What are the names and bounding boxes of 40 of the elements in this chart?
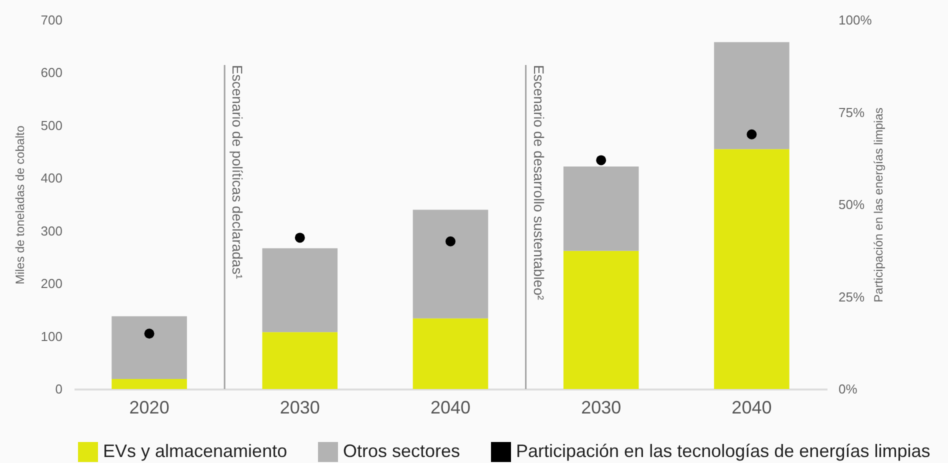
y2-tick-label: 50%	[838, 197, 865, 212]
point	[144, 328, 154, 339]
bar	[563, 166, 639, 251]
annotation: Escenario de desarrollo sustentableo²	[530, 65, 547, 300]
y2-tick-label: 100%	[838, 12, 872, 28]
bar	[112, 316, 187, 379]
y-tick-label: 700	[40, 12, 62, 28]
point	[294, 232, 305, 243]
point	[746, 129, 757, 140]
bar	[563, 250, 639, 389]
y-tick-label: 0	[55, 382, 62, 396]
y-tick-label: 500	[40, 118, 62, 133]
bar	[412, 210, 488, 318]
annotation: Escenario de políticas declaradas¹	[230, 65, 246, 280]
y2-tick-label: 0%	[838, 382, 858, 396]
bar	[714, 149, 790, 389]
bar	[714, 42, 790, 150]
legend-label: Otros sectores	[343, 441, 460, 461]
legend-label: Participación en las tecnologías de energías limpias	[516, 441, 930, 461]
y-tick-label: 400	[40, 170, 62, 186]
x-tick-label: 2030	[280, 398, 320, 418]
point	[596, 155, 606, 166]
x-tick-label: 2040	[732, 398, 772, 418]
bar	[412, 318, 488, 389]
y2-axis-title: Participación en las energías limpias	[872, 108, 886, 302]
y-axis-title: Miles de toneladas de cobalto	[12, 125, 27, 284]
y2-tick-label: 75%	[838, 104, 865, 120]
y-tick-label: 200	[40, 276, 62, 292]
y-tick-label: 600	[40, 65, 62, 80]
x-tick-label: 2030	[581, 398, 622, 418]
bar	[262, 248, 338, 332]
point	[446, 236, 456, 246]
bar	[112, 378, 187, 389]
y-tick-label: 100	[40, 328, 62, 344]
y-tick-label: 300	[40, 223, 62, 238]
legend-label: EVs y almacenamiento	[103, 441, 288, 461]
x-tick-label: 2040	[430, 398, 471, 418]
x-tick-label: 2020	[129, 398, 170, 418]
y2-tick-label: 25%	[838, 289, 865, 304]
bar	[262, 332, 338, 389]
